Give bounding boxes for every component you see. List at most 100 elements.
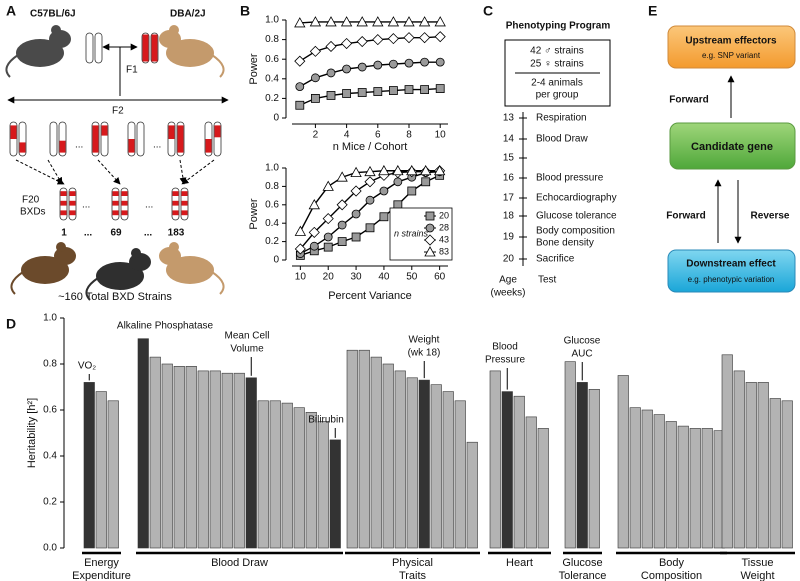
data-point: [379, 186, 389, 196]
bar: [466, 441, 478, 549]
bar: [418, 379, 430, 549]
data-point: [435, 57, 445, 67]
mouse-tail: [85, 277, 99, 301]
data-point: [350, 185, 362, 197]
bar: [293, 407, 305, 549]
chromosome-band: [60, 191, 67, 196]
annotation: Alkaline Phosphatase: [117, 321, 214, 332]
annotation: Mean Cell: [224, 331, 269, 342]
data-point: [309, 241, 319, 251]
legend-title: n strains: [394, 228, 429, 238]
bar: [641, 409, 653, 549]
data-point: [325, 16, 337, 27]
data-point: [342, 64, 352, 74]
chromosome-band: [112, 191, 119, 196]
mouse-ear: [131, 248, 141, 258]
chromosome-band: [101, 125, 108, 136]
data-point: [420, 85, 430, 94]
strain-number: 1: [61, 228, 67, 239]
bar: [733, 370, 745, 549]
data-point: [365, 195, 375, 205]
y-tick-label: 0: [273, 113, 279, 124]
y-tick-label: 0.4: [43, 451, 57, 462]
data-point: [364, 165, 376, 177]
bar: [564, 361, 576, 549]
data-point: [356, 35, 368, 48]
bar: [653, 414, 665, 549]
bar: [501, 391, 513, 549]
data-point: [421, 177, 431, 187]
x-tick-label: 10: [435, 130, 447, 141]
bar: [757, 382, 769, 549]
legend-marker: [424, 234, 436, 246]
data-point: [294, 225, 307, 236]
group-label: Heart: [506, 557, 533, 569]
ellipsis: ...: [82, 200, 90, 211]
cohort-line: 42 ♂ strains: [530, 46, 584, 57]
test: Echocardiography: [536, 193, 617, 204]
ellipsis: ...: [75, 140, 83, 151]
chromosome-band: [121, 210, 128, 216]
ellipsis: ...: [153, 140, 161, 151]
chromosome: [136, 121, 145, 157]
data-point: [356, 16, 368, 27]
ellipsis: ...: [84, 228, 93, 239]
chromosome-band: [128, 139, 135, 153]
bar: [721, 354, 733, 549]
box-title: Candidate gene: [691, 141, 773, 153]
data-point: [310, 94, 320, 103]
bar: [629, 407, 641, 549]
annotation: Blood: [492, 342, 518, 353]
data-point: [404, 58, 414, 68]
descent-arrow: [47, 159, 63, 185]
y-tick-label: 1.0: [43, 313, 57, 324]
y-tick-label: 0.0: [43, 543, 57, 554]
data-point: [325, 40, 337, 53]
bar: [269, 400, 281, 549]
bar: [173, 365, 185, 549]
generation-label: BXDs: [20, 207, 46, 218]
y-tick-label: 0.6: [265, 199, 279, 210]
y-tick-label: 0.8: [43, 359, 57, 370]
x-tick-label: 50: [406, 272, 418, 283]
arrow-label: Reverse: [751, 211, 790, 222]
bar: [197, 370, 209, 549]
upstream-box: [667, 25, 796, 69]
data-point: [434, 16, 446, 27]
y-tick-label: 0.2: [43, 497, 57, 508]
chromosome-band: [69, 210, 76, 216]
generation-label: F2: [112, 106, 124, 117]
y-tick-label: 1.0: [265, 163, 279, 174]
data-point: [337, 237, 347, 247]
chromosome-band: [181, 200, 188, 206]
chromosome-band: [121, 191, 128, 196]
data-point: [379, 212, 389, 222]
test: Sacrifice: [536, 254, 575, 265]
bar: [701, 428, 713, 549]
cohort-box: [504, 39, 611, 107]
data-point: [392, 164, 404, 176]
bar: [370, 356, 382, 549]
group-label: Body: [659, 557, 685, 569]
legend-marker: [425, 211, 435, 221]
bar: [358, 349, 370, 549]
data-point: [351, 232, 361, 242]
chromosome-band: [121, 200, 128, 206]
bar: [329, 439, 341, 549]
bar: [677, 425, 689, 549]
series-line: [299, 61, 441, 88]
chromosome-band: [205, 139, 212, 153]
mouse-ear: [51, 25, 61, 35]
test: Bone density: [536, 238, 594, 249]
chromosome: [94, 32, 103, 64]
panel-title: Phenotyping Program: [506, 21, 611, 32]
data-point: [351, 209, 361, 219]
chromosome-band: [10, 125, 17, 139]
strain-label: C57BL/6J: [30, 9, 76, 20]
chromosome-band: [172, 200, 179, 206]
bar: [588, 388, 600, 549]
bar: [317, 421, 329, 549]
x-tick-label: 8: [406, 130, 412, 141]
data-point: [393, 177, 403, 187]
